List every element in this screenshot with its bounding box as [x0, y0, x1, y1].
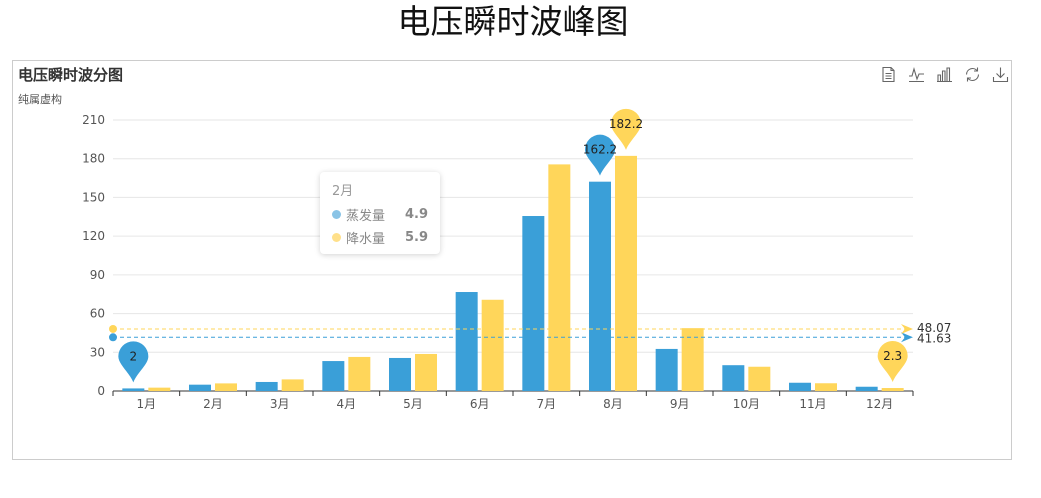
mark-pin-evap	[118, 341, 149, 383]
tooltip-row-value: 5.9	[404, 230, 428, 245]
bar-evap	[455, 292, 478, 391]
restore-icon[interactable]	[964, 66, 981, 83]
tooltip-title: 2月	[332, 184, 354, 199]
tooltip-row-name: 降水量	[346, 232, 386, 247]
mark-pin-label: 2	[130, 349, 138, 363]
x-tick-label: 12月	[866, 397, 893, 411]
mark-line-arrow	[901, 323, 913, 334]
bar-rain	[681, 328, 704, 391]
bar-rain	[148, 387, 171, 391]
mark-pin-label: 2.3	[883, 349, 902, 363]
y-tick-label: 90	[90, 268, 105, 282]
x-tick-label: 6月	[470, 397, 490, 411]
bar-rain	[348, 356, 371, 391]
bar-rain	[748, 366, 771, 391]
bar-rain	[548, 164, 571, 391]
x-tick-label: 4月	[337, 397, 357, 411]
tooltip-row-evap: 蒸发量 4.9	[332, 205, 428, 224]
bar-rain	[415, 353, 437, 391]
data-view-icon[interactable]	[880, 66, 897, 83]
line-chart-icon[interactable]	[908, 66, 925, 83]
bar-rain	[615, 155, 637, 391]
mark-pin-label: 162.2	[583, 143, 617, 157]
bar-evap	[589, 181, 611, 391]
tooltip: 2月 蒸发量 4.9 降水量 5.9	[320, 172, 440, 254]
bar-evap	[389, 357, 411, 391]
mark-line-arrow	[901, 332, 913, 343]
x-tick-label: 10月	[733, 397, 760, 411]
bar-evap	[722, 365, 745, 391]
bar-evap	[189, 384, 211, 391]
bar-evap	[855, 386, 878, 391]
bar-evap	[789, 382, 811, 391]
bar-evap	[322, 361, 345, 391]
y-tick-label: 0	[97, 384, 105, 398]
bar-rain	[281, 379, 304, 391]
mark-pin-label: 182.2	[609, 117, 643, 131]
bar-evap	[255, 381, 278, 391]
y-tick-label: 210	[82, 113, 105, 127]
x-tick-label: 5月	[403, 397, 423, 411]
bar-chart-icon[interactable]	[936, 66, 953, 83]
bar-evap	[522, 216, 545, 391]
tooltip-row-value: 4.9	[404, 207, 428, 222]
chart-container	[12, 60, 1012, 460]
evap-dot-icon	[332, 210, 341, 219]
x-tick-label: 9月	[670, 397, 690, 411]
x-tick-label: 3月	[270, 397, 290, 411]
bar-rain	[481, 299, 504, 391]
chart-subtitle: 纯属虚构	[18, 93, 62, 106]
mark-pin-evap	[585, 134, 615, 176]
chart-title: 电压瞬时波分图	[18, 66, 124, 84]
tooltip-row-rain: 降水量 5.9	[332, 228, 428, 247]
mark-line-label: 41.63	[917, 331, 951, 345]
y-tick-label: 30	[90, 345, 105, 359]
x-tick-label: 8月	[603, 397, 623, 411]
mark-pin-rain	[611, 108, 641, 150]
y-tick-label: 60	[90, 307, 105, 321]
mark-line-label: 48.07	[917, 321, 951, 335]
page-title: 电压瞬时波峰图	[397, 2, 629, 41]
y-tick-label: 120	[82, 229, 105, 243]
tooltip-row-name: 蒸发量	[346, 209, 386, 224]
y-tick-label: 150	[82, 190, 105, 204]
mark-pin-rain	[877, 341, 908, 383]
x-tick-label: 2月	[203, 397, 223, 411]
bar-rain	[215, 383, 237, 391]
bar-evap	[655, 348, 678, 391]
y-tick-label: 180	[82, 152, 105, 166]
rain-dot-icon	[332, 233, 341, 242]
bar-rain	[881, 388, 904, 391]
download-icon[interactable]	[992, 66, 1009, 83]
x-tick-label: 7月	[537, 397, 557, 411]
bar-rain	[815, 383, 837, 391]
x-tick-label: 11月	[799, 397, 826, 411]
bar-evap	[122, 388, 145, 391]
chart-toolbox	[880, 66, 1009, 83]
x-tick-label: 1月	[137, 397, 157, 411]
